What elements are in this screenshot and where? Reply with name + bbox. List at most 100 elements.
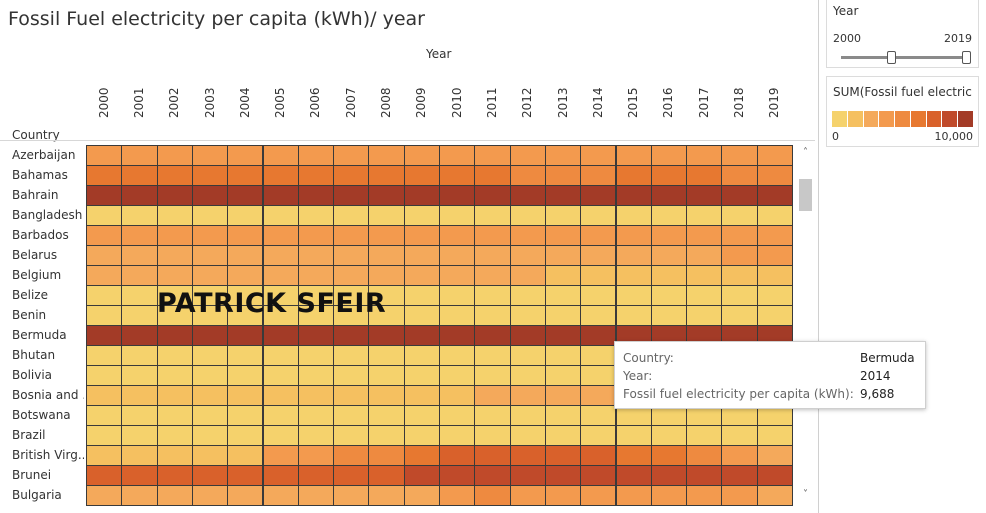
heatmap-cell[interactable]	[686, 245, 723, 266]
heatmap-cell[interactable]	[121, 245, 158, 266]
heatmap-cell[interactable]	[227, 465, 264, 486]
heatmap-cell[interactable]	[368, 265, 405, 286]
heatmap-cell[interactable]	[509, 365, 546, 386]
chevron-up-icon[interactable]: ˄	[803, 147, 808, 158]
heatmap-cell[interactable]	[262, 185, 299, 206]
heatmap-cell[interactable]	[156, 445, 193, 466]
heatmap-cell[interactable]	[333, 365, 370, 386]
heatmap-cell[interactable]	[615, 225, 652, 246]
heatmap-cell[interactable]	[474, 345, 511, 366]
heatmap-cell[interactable]	[580, 465, 617, 486]
heatmap-cell[interactable]	[721, 485, 758, 506]
heatmap-cell[interactable]	[580, 205, 617, 226]
heatmap-cell[interactable]	[156, 185, 193, 206]
heatmap-cell[interactable]	[227, 485, 264, 506]
heatmap-cell[interactable]	[333, 185, 370, 206]
heatmap-cell[interactable]	[580, 445, 617, 466]
heatmap-cell[interactable]	[227, 245, 264, 266]
heatmap-cell[interactable]	[121, 185, 158, 206]
heatmap-cell[interactable]	[756, 205, 793, 226]
heatmap-cell[interactable]	[297, 265, 335, 286]
heatmap-cell[interactable]	[650, 465, 688, 486]
heatmap-cell[interactable]	[756, 425, 793, 446]
heatmap-cell[interactable]	[262, 145, 299, 166]
heatmap-cell[interactable]	[474, 365, 511, 386]
heatmap-cell[interactable]	[333, 165, 370, 186]
heatmap-cell[interactable]	[262, 225, 299, 246]
heatmap-cell[interactable]	[650, 445, 688, 466]
heatmap-cell[interactable]	[650, 245, 688, 266]
heatmap-cell[interactable]	[615, 165, 652, 186]
heatmap-cell[interactable]	[191, 405, 229, 426]
heatmap-cell[interactable]	[544, 485, 582, 506]
heatmap-cell[interactable]	[650, 425, 688, 446]
heatmap-cell[interactable]	[403, 365, 440, 386]
heatmap-cell[interactable]	[580, 225, 617, 246]
heatmap-cell[interactable]	[333, 405, 370, 426]
heatmap-cell[interactable]	[439, 305, 476, 326]
heatmap-cell[interactable]	[368, 465, 405, 486]
heatmap-cell[interactable]	[439, 465, 476, 486]
slider-handle-max[interactable]	[962, 51, 971, 64]
heatmap-cell[interactable]	[227, 225, 264, 246]
heatmap-cell[interactable]	[544, 205, 582, 226]
heatmap-cell[interactable]	[297, 225, 335, 246]
heatmap-cell[interactable]	[333, 145, 370, 166]
heatmap-cell[interactable]	[227, 145, 264, 166]
heatmap-cell[interactable]	[121, 285, 158, 306]
heatmap-cell[interactable]	[721, 185, 758, 206]
heatmap-cell[interactable]	[544, 405, 582, 426]
heatmap-cell[interactable]	[580, 305, 617, 326]
heatmap-cell[interactable]	[191, 465, 229, 486]
heatmap-cell[interactable]	[721, 425, 758, 446]
heatmap-cell[interactable]	[368, 485, 405, 506]
heatmap-cell[interactable]	[368, 385, 405, 406]
heatmap-cell[interactable]	[580, 285, 617, 306]
heatmap-cell[interactable]	[474, 325, 511, 346]
heatmap-cell[interactable]	[509, 345, 546, 366]
heatmap-cell[interactable]	[686, 425, 723, 446]
heatmap-cell[interactable]	[580, 485, 617, 506]
heatmap-cell[interactable]	[297, 145, 335, 166]
heatmap-cell[interactable]	[544, 285, 582, 306]
heatmap-cell[interactable]	[191, 265, 229, 286]
heatmap-cell[interactable]	[121, 385, 158, 406]
heatmap-cell[interactable]	[297, 185, 335, 206]
heatmap-cell[interactable]	[580, 145, 617, 166]
heatmap-cell[interactable]	[227, 365, 264, 386]
heatmap-cell[interactable]	[544, 305, 582, 326]
heatmap-cell[interactable]	[686, 225, 723, 246]
heatmap-cell[interactable]	[86, 325, 123, 346]
heatmap-cell[interactable]	[227, 325, 264, 346]
heatmap-cell[interactable]	[544, 265, 582, 286]
heatmap-cell[interactable]	[439, 405, 476, 426]
heatmap-cell[interactable]	[156, 365, 193, 386]
heatmap-cell[interactable]	[509, 165, 546, 186]
heatmap-cell[interactable]	[297, 405, 335, 426]
heatmap-cell[interactable]	[509, 285, 546, 306]
heatmap-cell[interactable]	[86, 485, 123, 506]
heatmap-cell[interactable]	[756, 285, 793, 306]
heatmap-cell[interactable]	[509, 205, 546, 226]
heatmap-cell[interactable]	[121, 145, 158, 166]
heatmap-cell[interactable]	[686, 265, 723, 286]
heatmap-cell[interactable]	[544, 245, 582, 266]
heatmap-cell[interactable]	[509, 465, 546, 486]
heatmap-cell[interactable]	[156, 345, 193, 366]
heatmap-cell[interactable]	[439, 165, 476, 186]
heatmap-cell[interactable]	[615, 425, 652, 446]
heatmap-cell[interactable]	[86, 245, 123, 266]
heatmap-cell[interactable]	[544, 165, 582, 186]
heatmap-cell[interactable]	[262, 405, 299, 426]
heatmap-cell[interactable]	[756, 485, 793, 506]
heatmap-cell[interactable]	[262, 445, 299, 466]
heatmap-cell[interactable]	[368, 145, 405, 166]
heatmap-cell[interactable]	[474, 305, 511, 326]
heatmap-cell[interactable]	[333, 325, 370, 346]
heatmap-cell[interactable]	[333, 485, 370, 506]
scroll-thumb[interactable]	[799, 179, 812, 211]
heatmap-cell[interactable]	[509, 145, 546, 166]
heatmap-cell[interactable]	[650, 165, 688, 186]
heatmap-cell[interactable]	[368, 365, 405, 386]
heatmap-cell[interactable]	[439, 205, 476, 226]
